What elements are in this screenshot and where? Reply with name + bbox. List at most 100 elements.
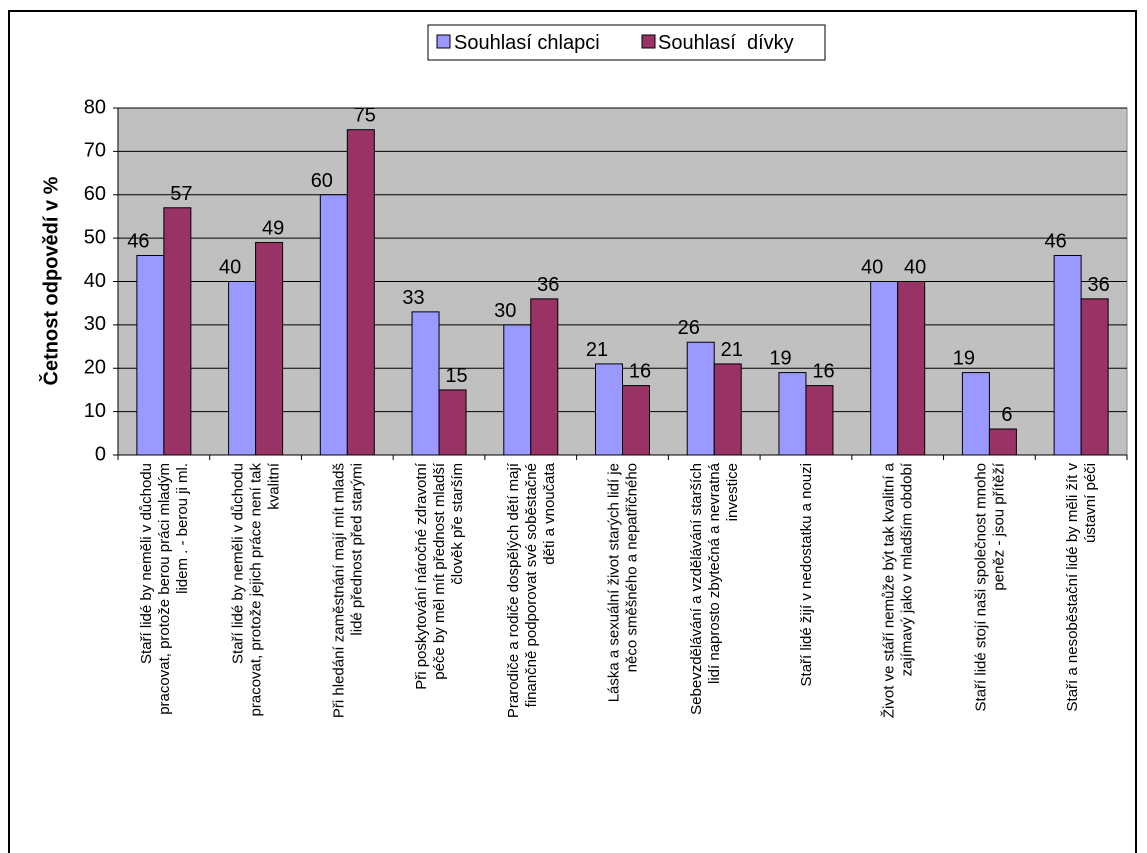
data-label: 16 xyxy=(629,361,651,383)
category-label-line: zajímavý jako v mladším období xyxy=(899,462,916,676)
category-label-line: Život ve stáří nemůže být tak kvalitní a xyxy=(881,462,898,718)
legend-frame xyxy=(427,24,826,61)
y-tick-labels: 0 10 20 30 40 50 60 70 80 xyxy=(84,96,106,465)
bar-series-2 xyxy=(163,207,192,456)
category-label-line: kvalitní xyxy=(266,462,283,510)
bar-series-1 xyxy=(686,341,715,456)
bar-series-2 xyxy=(897,281,926,456)
data-label: 40 xyxy=(861,257,883,279)
y-tick-label: 50 xyxy=(84,226,106,248)
y-tick-label: 40 xyxy=(84,270,106,292)
bar-series-2 xyxy=(255,241,284,456)
bar-series-2 xyxy=(988,428,1017,456)
legend: Souhlasí chlapci Souhlasí dívky xyxy=(427,24,826,61)
data-label: 46 xyxy=(1045,230,1067,252)
bar-series-1 xyxy=(595,363,623,456)
category-label-line: lidí naprosto zbytečná a nevratná xyxy=(706,462,723,684)
category-label-line: finančně podporovat své soběstačné xyxy=(523,463,540,707)
data-label: 15 xyxy=(445,365,467,387)
category-label-line: Prarodiče a rodiče dospělých dětí mají xyxy=(505,462,522,718)
category-label: Život ve stáří nemůže být tak kvalitní a… xyxy=(881,462,916,718)
data-label: 75 xyxy=(354,105,376,127)
category-label: Při poskytování náročné zdravotní péče by… xyxy=(413,462,466,690)
category-label: Staří lidé stojí naši společnost mnoho pe… xyxy=(972,462,1007,711)
data-labels: 46 57 40 49 60 75 33 15 30 36 21 16 26 21 19 16 40 40 19 6 4… xyxy=(127,105,1110,426)
category-label: Při hledání zaměstnání mají mít mladš lid… xyxy=(330,463,365,718)
bar-series-2 xyxy=(1080,298,1109,456)
legend-swatch xyxy=(436,34,451,49)
category-label-line: Láska a sexuální život starých lidí je xyxy=(606,463,623,702)
bar-series-1 xyxy=(136,254,165,456)
legend-label: Souhlasí chlapci xyxy=(454,32,600,54)
data-label: 21 xyxy=(721,339,743,361)
category-label-line: Staří lidé žijí v nedostatku a nouzi xyxy=(798,463,815,686)
category-label-line: člověk pře starším xyxy=(449,463,466,585)
category-label-line: péče by měl mít přednost mladší xyxy=(431,462,448,680)
bar-series-2 xyxy=(346,129,375,456)
bar-series-2 xyxy=(530,298,559,456)
data-label: 40 xyxy=(219,257,241,279)
legend-label: Souhlasí dívky xyxy=(658,32,794,54)
category-labels: Staří lidé by neměli v důchodu pracovat, … xyxy=(138,462,1099,718)
data-label: 19 xyxy=(953,348,975,370)
bar-series-1 xyxy=(778,372,807,456)
category-label: Sebevzdělávání a vzdělávání starších lidí… xyxy=(688,462,741,714)
data-label: 19 xyxy=(769,348,791,370)
y-tick-label: 80 xyxy=(84,96,106,118)
category-label-line: pracovat, protože jejich práce není tak xyxy=(248,463,265,717)
data-label: 36 xyxy=(537,274,559,296)
category-label-line: pracovat, protože berou práci mladým xyxy=(156,463,173,715)
bar-series-2 xyxy=(713,363,742,456)
category-label-line: Staří lidé stojí naši společnost mnoho xyxy=(972,463,989,711)
category-label: Staří lidé by neměli v důchodu pracovat, … xyxy=(138,463,191,715)
y-tick-label: 10 xyxy=(84,400,106,422)
y-tick-label: 70 xyxy=(84,140,106,162)
bar-series-1 xyxy=(228,281,257,456)
category-label: Staří lidé žijí v nedostatku a nouzi xyxy=(798,463,815,686)
bar-series-2 xyxy=(805,385,834,456)
bar-series-1 xyxy=(961,372,990,456)
bar-series-1 xyxy=(503,324,532,456)
category-label-line: Při hledání zaměstnání mají mít mladš xyxy=(330,463,347,718)
category-label-line: investice xyxy=(724,463,741,521)
bar-series-1 xyxy=(1053,254,1082,456)
category-label-line: ústavní péči xyxy=(1082,463,1099,543)
data-label: 6 xyxy=(1001,404,1012,426)
category-label-line: lidé přednost před starými xyxy=(348,463,365,636)
category-label-line: Staří a nesoběstační lidé by měli žít v xyxy=(1064,463,1081,712)
legend-swatch xyxy=(641,34,656,49)
data-label: 46 xyxy=(127,230,149,252)
data-label: 33 xyxy=(402,287,424,309)
y-tick-label: 0 xyxy=(95,443,106,465)
category-label-line: Sebevzdělávání a vzdělávání starších xyxy=(688,463,705,715)
category-label-line: něco směšného a nepatřičného xyxy=(624,463,641,672)
bar-series-2 xyxy=(438,389,467,456)
data-label: 60 xyxy=(311,170,333,192)
bar-series-2 xyxy=(622,385,650,456)
category-label-line: Staří lidé by neměli v důchodu xyxy=(230,463,247,664)
data-label: 26 xyxy=(678,317,700,339)
category-label: Staří lidé by neměli v důchodu pracovat, … xyxy=(230,462,283,716)
category-label-line: děti a vnoučata xyxy=(541,462,558,564)
bar-series-1 xyxy=(411,311,440,456)
category-label-line: lidem . - berou ji ml. xyxy=(174,463,191,594)
category-label-line: peněz - jsou přítěží xyxy=(990,462,1007,590)
data-label: 21 xyxy=(586,339,608,361)
data-label: 36 xyxy=(1088,274,1110,296)
category-label-line: Při poskytování náročné zdravotní xyxy=(413,462,430,690)
data-label: 49 xyxy=(262,217,284,239)
bar-series-1 xyxy=(319,194,348,456)
y-tick-label: 60 xyxy=(84,183,106,205)
category-label: Prarodiče a rodiče dospělých dětí mají fi… xyxy=(505,462,558,718)
data-label: 16 xyxy=(812,361,834,383)
data-label: 40 xyxy=(904,257,926,279)
data-label: 57 xyxy=(170,183,192,205)
y-tick-label: 20 xyxy=(84,357,106,379)
category-label-line: Staří lidé by neměli v důchodu xyxy=(138,463,155,664)
bar-series-1 xyxy=(870,281,899,456)
category-label: Láska a sexuální život starých lidí je ně… xyxy=(606,463,641,702)
axes xyxy=(113,107,1128,460)
data-label: 30 xyxy=(494,300,516,322)
